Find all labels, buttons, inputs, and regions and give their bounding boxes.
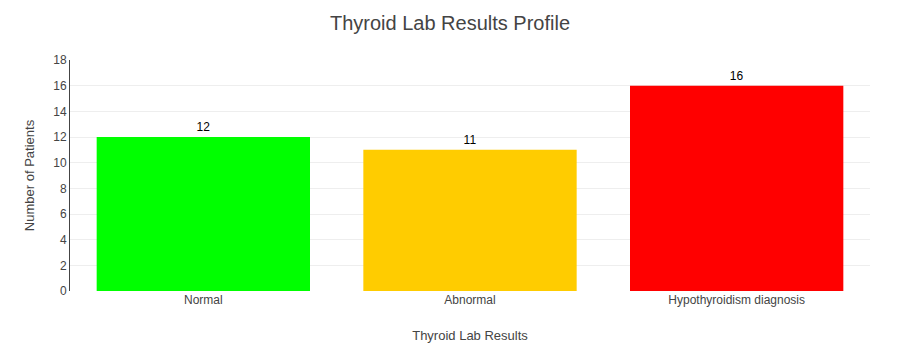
svg-text:11: 11 xyxy=(464,133,477,147)
svg-text:18: 18 xyxy=(53,53,67,67)
svg-text:16: 16 xyxy=(730,69,744,83)
svg-text:10: 10 xyxy=(53,156,67,170)
svg-text:12: 12 xyxy=(53,130,67,144)
svg-text:Normal: Normal xyxy=(184,293,223,307)
svg-text:Number of Patients: Number of Patients xyxy=(22,119,37,231)
svg-text:0: 0 xyxy=(60,284,67,298)
svg-text:16: 16 xyxy=(53,79,67,93)
svg-text:6: 6 xyxy=(60,207,67,221)
svg-text:Hypothyroidism diagnosis: Hypothyroidism diagnosis xyxy=(668,293,805,307)
svg-text:8: 8 xyxy=(60,182,67,196)
svg-text:Thyroid Lab Results Profile: Thyroid Lab Results Profile xyxy=(330,12,570,34)
svg-text:Abnormal: Abnormal xyxy=(444,293,495,307)
svg-text:4: 4 xyxy=(60,233,67,247)
svg-text:14: 14 xyxy=(53,105,67,119)
svg-text:2: 2 xyxy=(60,259,67,273)
svg-text:Thyroid Lab Results: Thyroid Lab Results xyxy=(412,328,528,343)
svg-text:12: 12 xyxy=(196,120,210,134)
